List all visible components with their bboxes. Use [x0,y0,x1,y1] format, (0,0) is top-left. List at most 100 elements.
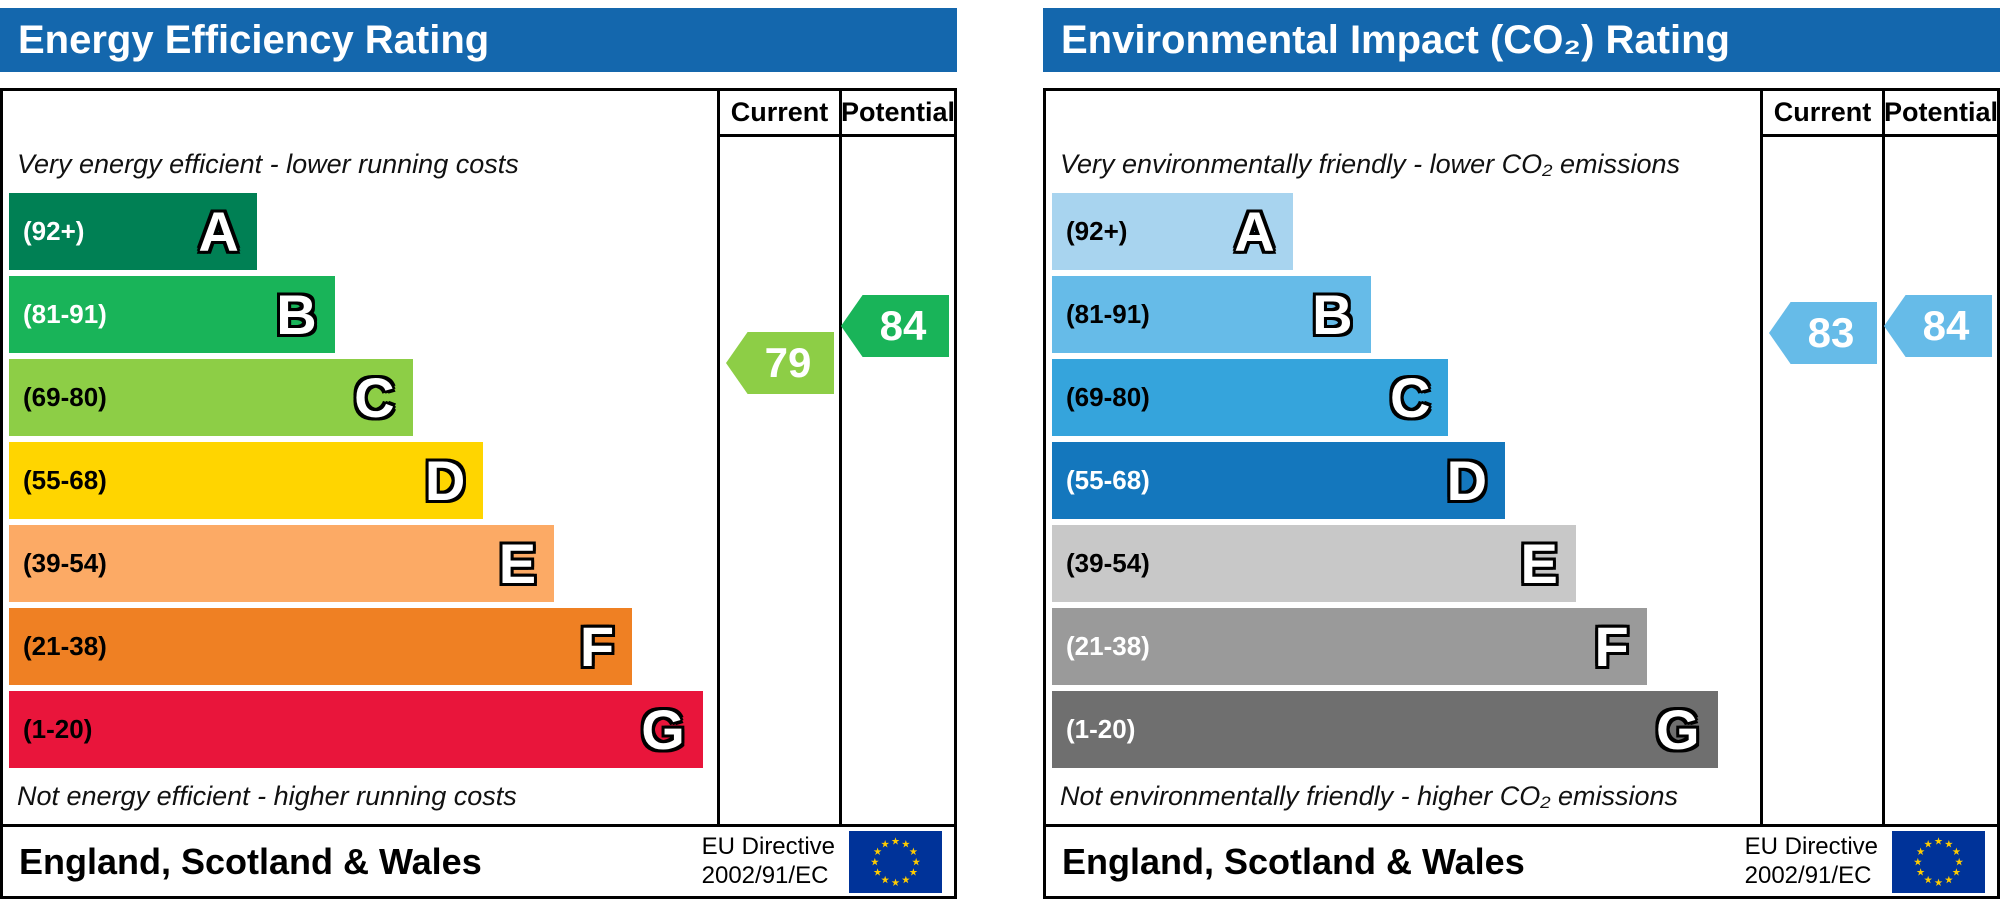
region-label: England, Scotland & Wales [19,840,482,882]
chart-body: Very environmentally friendly - lower CO… [1046,137,1997,824]
band-row-a: (92+) A [9,190,717,273]
rating-table: Current Potential Very energy efficient … [0,88,957,899]
band-bar-d: (55-68) D [1052,442,1506,519]
eu-flag-icon [1892,830,1985,893]
band-letter: G [1655,697,1700,761]
current-column-header: Current [717,91,839,137]
band-row-e: (39-54) E [1052,522,1760,605]
top-caption: Very energy efficient - lower running co… [17,149,519,179]
potential-rating-column: 84 [1882,137,1997,824]
band-range-label: (21-38) [1066,631,1150,661]
table-footer: England, Scotland & Wales EU Directive 2… [1046,824,1997,896]
band-row-f: (21-38) F [1052,605,1760,688]
band-range-label: (55-68) [23,465,107,495]
band-bar-d: (55-68) D [9,442,484,519]
band-letter: B [1312,282,1353,346]
current-column-header: Current [1760,91,1882,137]
potential-column-header: Potential [1882,91,1998,137]
band-row-f: (21-38) F [9,605,717,688]
band-letter: E [498,531,537,595]
band-bar-a: (92+) A [1052,193,1293,270]
current-rating-arrow: 83 [1769,302,1877,364]
current-rating-arrow: 79 [726,332,834,394]
band-letter: C [1390,365,1431,429]
band-range-label: (1-20) [23,714,93,744]
band-letter: C [354,365,395,429]
table-footer: England, Scotland & Wales EU Directive 2… [3,824,954,896]
band-range-label: (81-91) [1066,299,1150,329]
rating-table: Current Potential Very environmentally f… [1043,88,2000,899]
band-row-g: (1-20) G [1052,688,1760,771]
band-bar-b: (81-91) B [1052,276,1371,353]
band-letter: F [579,614,615,678]
band-row-d: (55-68) D [1052,439,1760,522]
band-row-c: (69-80) C [1052,356,1760,439]
header-spacer [3,91,717,137]
panel-title-bar: Energy Efficiency Rating [0,8,957,72]
band-bar-b: (81-91) B [9,276,335,353]
band-range-label: (81-91) [23,299,107,329]
band-row-b: (81-91) B [1052,273,1760,356]
band-bar-e: (39-54) E [1052,525,1576,602]
table-header-row: Current Potential [3,91,955,137]
band-range-label: (55-68) [1066,465,1150,495]
band-row-c: (69-80) C [9,356,717,439]
page-title: Environmental Impact (CO₂) Rating [1061,17,1730,62]
band-row-e: (39-54) E [9,522,717,605]
band-bar-f: (21-38) F [9,608,633,685]
band-bar-e: (39-54) E [9,525,555,602]
rating-bands: (92+) A (81-91) B (69-80) C (55-68) D (39-54) E (2… [1046,188,1760,773]
band-range-label: (21-38) [23,631,107,661]
eu-flag-icon [849,830,942,893]
band-row-b: (81-91) B [9,273,717,356]
potential-rating-column: 84 [839,137,954,824]
chart-area: Very environmentally friendly - lower CO… [1046,137,1760,824]
header-spacer [1046,91,1760,137]
band-range-label: (1-20) [1066,714,1136,744]
eu-directive-line1: EU Directive [701,832,835,860]
potential-column-header: Potential [839,91,955,137]
eu-directive-line2: 2002/91/EC [701,861,829,889]
band-letter: D [1446,448,1488,512]
potential-rating-arrow: 84 [1884,295,1992,357]
eu-directive-line1: EU Directive [1744,832,1878,860]
band-letter: F [1594,614,1629,678]
band-bar-f: (21-38) F [1052,608,1647,685]
chart-body: Very energy efficient - lower running co… [3,137,954,824]
region-label: England, Scotland & Wales [1062,840,1525,882]
band-letter: G [641,697,685,761]
current-rating-column: 83 [1760,137,1882,824]
bottom-caption: Not energy efficient - higher running co… [17,781,517,811]
chart-area: Very energy efficient - lower running co… [3,137,717,824]
band-range-label: (69-80) [23,382,107,412]
eu-directive-label: EU Directive 2002/91/EC [702,833,835,891]
band-row-a: (92+) A [1052,190,1760,273]
table-header-row: Current Potential [1046,91,1998,137]
band-bar-g: (1-20) G [9,691,703,768]
band-letter: B [276,282,317,346]
environmental-impact-rating-panel: Environmental Impact (CO₂) Rating Curren… [1043,8,2000,899]
band-row-g: (1-20) G [9,688,717,771]
band-letter: D [424,448,466,512]
band-range-label: (92+) [1066,216,1128,246]
band-bar-a: (92+) A [9,193,257,270]
energy-efficiency-rating-panel: Energy Efficiency Rating Current Potenti… [0,8,957,899]
band-bar-g: (1-20) G [1052,691,1718,768]
band-range-label: (69-80) [1066,382,1150,412]
band-range-label: (39-54) [1066,548,1150,578]
page-title: Energy Efficiency Rating [18,17,490,62]
band-row-d: (55-68) D [9,439,717,522]
eu-directive-line2: 2002/91/EC [1744,861,1872,889]
band-bar-c: (69-80) C [1052,359,1449,436]
band-letter: A [1234,199,1275,263]
current-rating-column: 79 [717,137,839,824]
band-range-label: (39-54) [23,548,107,578]
rating-bands: (92+) A (81-91) B (69-80) C (55-68) D (39-54) E (2… [3,188,717,773]
band-bar-c: (69-80) C [9,359,413,436]
bottom-caption: Not environmentally friendly - higher CO… [1060,781,1679,811]
band-letter: A [198,199,239,263]
panel-title-bar: Environmental Impact (CO₂) Rating [1043,8,2000,72]
eu-directive-label: EU Directive 2002/91/EC [1745,833,1878,891]
band-letter: E [1520,531,1558,595]
